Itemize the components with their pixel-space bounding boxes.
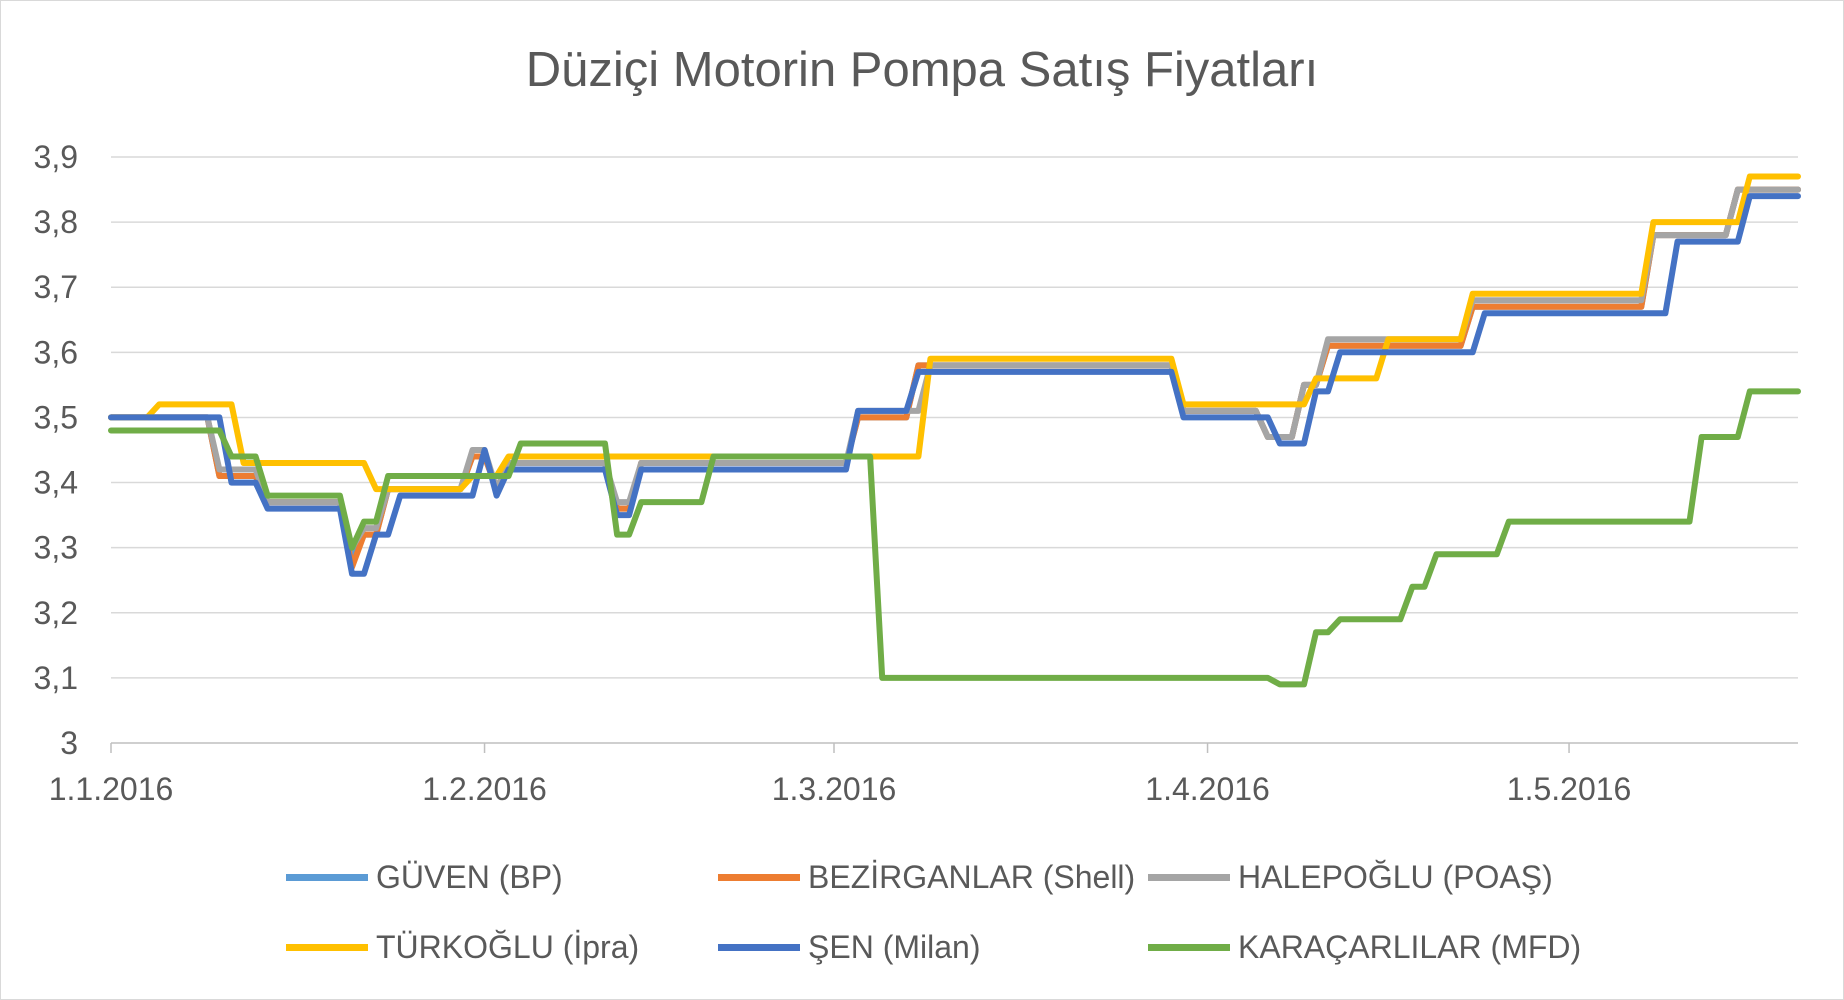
legend-label: ŞEN (Milan) — [808, 928, 981, 965]
series-line-5 — [108, 193, 1801, 577]
x-tick-label: 1.5.2016 — [1507, 771, 1632, 807]
series-line-6 — [108, 388, 1801, 688]
x-axis-tick-labels: 1.1.2016 1.2.2016 1.3.2016 1.4.2016 1.5.2016 — [49, 771, 1632, 807]
y-tick-label: 3,9 — [34, 139, 78, 175]
y-tick-label: 3,1 — [34, 660, 78, 696]
x-tick-label: 1.3.2016 — [772, 771, 897, 807]
legend-swatch — [1148, 943, 1230, 951]
legend-item: KARAÇARLILAR (MFD) — [1148, 922, 1581, 972]
y-tick-label: 3,6 — [34, 334, 78, 370]
legend-swatch — [718, 873, 800, 881]
gridlines — [111, 156, 1798, 679]
y-tick-label: 3,3 — [34, 530, 78, 566]
x-tick-label: 1.1.2016 — [49, 771, 174, 807]
chart-title: Düziçi Motorin Pompa Satış Fiyatları — [525, 43, 1319, 97]
legend-item: TÜRKOĞLU (İpra) — [286, 922, 639, 972]
legend-swatch — [286, 943, 368, 951]
y-tick-label: 3,5 — [34, 399, 78, 435]
y-tick-label: 3,7 — [34, 269, 78, 305]
legend-item: GÜVEN (BP) — [286, 852, 563, 902]
y-tick-label: 3,2 — [34, 595, 78, 631]
legend-swatch — [286, 873, 368, 881]
series-line-2 — [108, 186, 1801, 571]
legend-label: TÜRKOĞLU (İpra) — [376, 928, 640, 965]
series-line-4 — [108, 173, 1801, 493]
legend-swatch — [718, 943, 800, 951]
legend-label: HALEPOĞLU (POAŞ) — [1238, 858, 1553, 895]
legend-item: ŞEN (Milan) — [718, 922, 980, 972]
legend-swatch — [1148, 873, 1230, 881]
series-line-3 — [108, 186, 1801, 551]
y-tick-label: 3,4 — [34, 465, 78, 501]
x-tick-label: 1.4.2016 — [1145, 771, 1270, 807]
legend-item: HALEPOĞLU (POAŞ) — [1148, 852, 1553, 902]
series-lines — [108, 173, 1801, 688]
legend-label: KARAÇARLILAR (MFD) — [1238, 928, 1582, 965]
x-tick-label: 1.2.2016 — [422, 771, 547, 807]
legend: GÜVEN (BP) BEZİRGANLAR (Shell) HALEPOĞLU (… — [0, 840, 1844, 980]
y-axis-tick-labels: 3 3,1 3,2 3,3 3,4 3,5 3,6 3,7 3,8 3,9 — [34, 139, 78, 761]
legend-label: GÜVEN (BP) — [376, 858, 563, 895]
legend-label: BEZİRGANLAR (Shell) — [808, 858, 1136, 895]
axes — [110, 742, 1798, 753]
y-tick-label: 3,8 — [34, 204, 78, 240]
legend-item: BEZİRGANLAR (Shell) — [718, 852, 1135, 902]
y-tick-label: 3 — [60, 725, 78, 761]
